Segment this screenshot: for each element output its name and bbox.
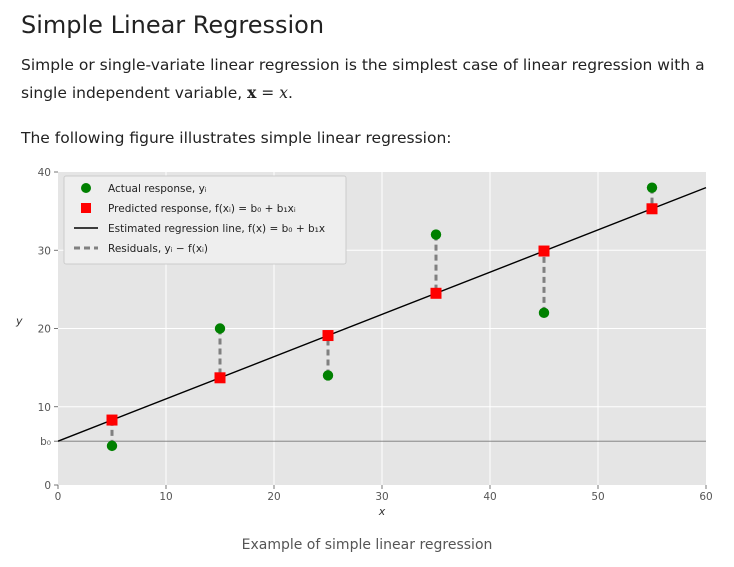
x-tick-label: 40 — [483, 491, 496, 503]
intro-math: x = x — [247, 83, 288, 102]
x-tick-label: 60 — [699, 491, 712, 503]
predicted-point — [430, 287, 442, 299]
predicted-point — [106, 414, 118, 426]
x-tick-label: 0 — [55, 491, 62, 503]
legend-actual-marker — [81, 183, 91, 193]
x-tick-label: 30 — [375, 491, 388, 503]
y-tick-label: 30 — [38, 245, 51, 257]
actual-point — [538, 307, 550, 319]
legend-label: Estimated regression line, f(x) = b₀ + b… — [108, 223, 325, 235]
y-tick-labels: 0 10 b₀ 20 30 40 — [38, 167, 58, 492]
x-axis-label: x — [378, 505, 386, 518]
y-axis-label: y — [15, 315, 23, 328]
actual-point — [646, 182, 658, 193]
actual-points-group — [106, 182, 658, 452]
predicted-point — [646, 203, 658, 215]
predicted-points-group — [106, 203, 658, 426]
intro-math-var: x — [279, 84, 288, 102]
x-tick-label: 20 — [267, 491, 280, 503]
predicted-point — [322, 330, 334, 342]
y-tick-label: 10 — [38, 402, 51, 414]
figure-intro: The following figure illustrates simple … — [21, 129, 452, 147]
legend-label: Actual response, yᵢ — [108, 183, 207, 195]
x-tick-label: 10 — [159, 491, 172, 503]
intro-math-eq: = — [256, 84, 280, 102]
legend-label: Predicted response, f(xᵢ) = b₀ + b₁xᵢ — [108, 203, 296, 215]
predicted-point — [214, 372, 226, 384]
actual-point — [106, 440, 118, 452]
intro-math-bold: x — [247, 83, 257, 102]
legend-predicted-marker — [81, 203, 91, 213]
intro-text: Simple or single-variate linear regressi… — [21, 56, 705, 102]
legend-box — [63, 175, 347, 265]
y-tick-label: 40 — [38, 167, 51, 179]
intro-suffix: . — [287, 84, 293, 102]
x-tick-label: 50 — [591, 491, 604, 503]
page-title: Simple Linear Regression — [21, 11, 325, 39]
predicted-point — [538, 245, 550, 257]
regression-chart: 0 10 20 30 40 50 60 0 10 b₀ 20 30 40 x y Actual res… — [15, 167, 713, 518]
x-tick-labels: 0 10 20 30 40 50 60 — [55, 485, 713, 503]
y-tick-label: b₀ — [40, 436, 51, 448]
actual-point — [214, 323, 226, 334]
figure-caption: Example of simple linear regression — [241, 537, 493, 553]
actual-point — [322, 370, 334, 381]
y-tick-label: 0 — [44, 480, 51, 492]
regression-line — [57, 186, 707, 442]
y-tick-label: 20 — [38, 324, 51, 336]
legend: Actual response, yᵢ Predicted response, f… — [63, 175, 347, 265]
intro-paragraph: Simple or single-variate linear regressi… — [21, 51, 711, 107]
legend-label: Residuals, yᵢ − f(xᵢ) — [108, 243, 208, 255]
actual-point — [430, 229, 442, 240]
